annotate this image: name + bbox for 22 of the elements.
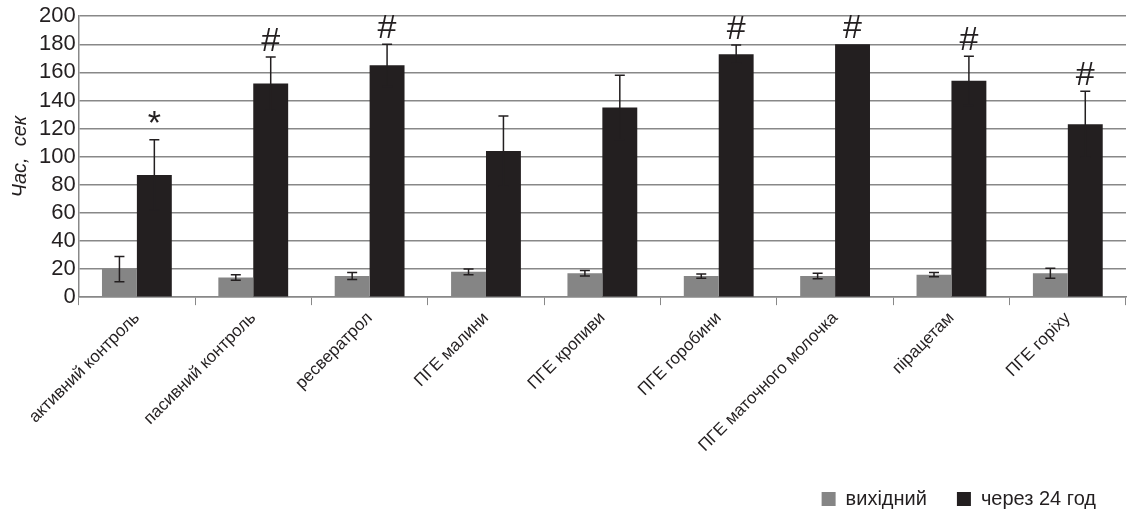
y-tick-label: 180 xyxy=(38,30,76,56)
y-axis-title: Час, сек xyxy=(7,114,30,198)
legend-label: вихідний xyxy=(845,486,927,509)
y-tick-label: 0 xyxy=(63,283,76,309)
legend-label: через 24 год xyxy=(980,486,1097,509)
bar xyxy=(835,44,870,297)
y-tick-label: 40 xyxy=(51,227,76,253)
y-tick-label: 60 xyxy=(51,198,76,224)
data-label: # xyxy=(959,19,979,58)
y-tick-label: 200 xyxy=(38,2,76,28)
data-label: # xyxy=(377,7,397,46)
data-label: * xyxy=(147,102,161,141)
y-tick-label: 80 xyxy=(51,170,76,196)
data-label: # xyxy=(726,8,746,46)
y-tick-label: 100 xyxy=(38,142,76,168)
data-label: # xyxy=(843,7,863,46)
data-label: # xyxy=(261,19,281,58)
y-tick-label: 140 xyxy=(38,86,76,112)
y-tick-label: 20 xyxy=(51,255,76,281)
data-label: # xyxy=(1075,54,1095,93)
y-tick-label: 120 xyxy=(38,114,76,140)
y-tick-label: 160 xyxy=(38,58,76,84)
